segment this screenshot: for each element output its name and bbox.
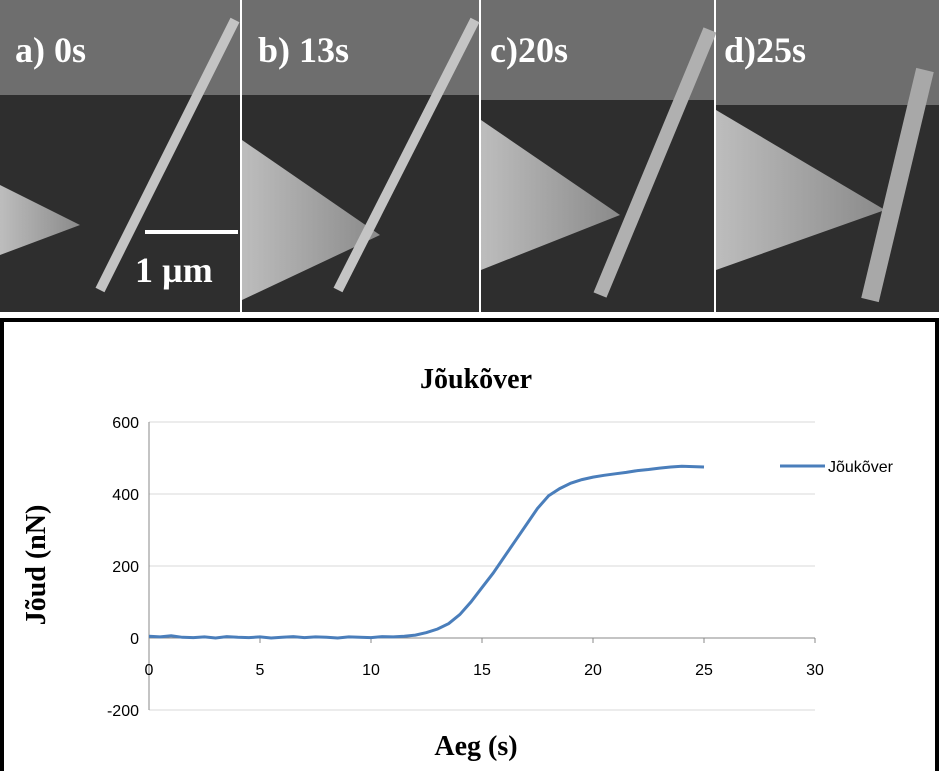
x-tick-label: 5 (256, 662, 265, 679)
panel-label: c)20s (490, 30, 568, 70)
y-tick-label: 400 (112, 487, 139, 504)
panel-label: d)25s (724, 30, 806, 70)
chart-title: Jõukõver (420, 364, 532, 395)
x-tick-label: 20 (584, 662, 602, 679)
x-tick-label: 0 (145, 662, 154, 679)
y-tick-label: -200 (107, 703, 139, 720)
panel-label: b) 13s (258, 30, 349, 70)
x-tick-label: 10 (362, 662, 380, 679)
micrographs: 1 µm a) 0s b) 13s c)20s d)25s (0, 0, 939, 312)
x-tick-label: 25 (695, 662, 713, 679)
y-axis-label: Jõud (nN) (21, 505, 52, 626)
y-tick-label: 600 (112, 415, 139, 432)
panel-label: a) 0s (15, 30, 86, 70)
page: 1 µm a) 0s b) 13s c)20s d)25s Jõukõver A… (0, 0, 939, 771)
scale-label: 1 µm (135, 250, 213, 290)
legend-label: Jõukõver (828, 459, 894, 476)
x-tick-label: 15 (473, 662, 491, 679)
y-tick-label: 200 (112, 559, 139, 576)
x-tick-label: 30 (806, 662, 824, 679)
y-tick-label: 0 (130, 631, 139, 648)
x-axis-label: Aeg (s) (434, 731, 517, 762)
